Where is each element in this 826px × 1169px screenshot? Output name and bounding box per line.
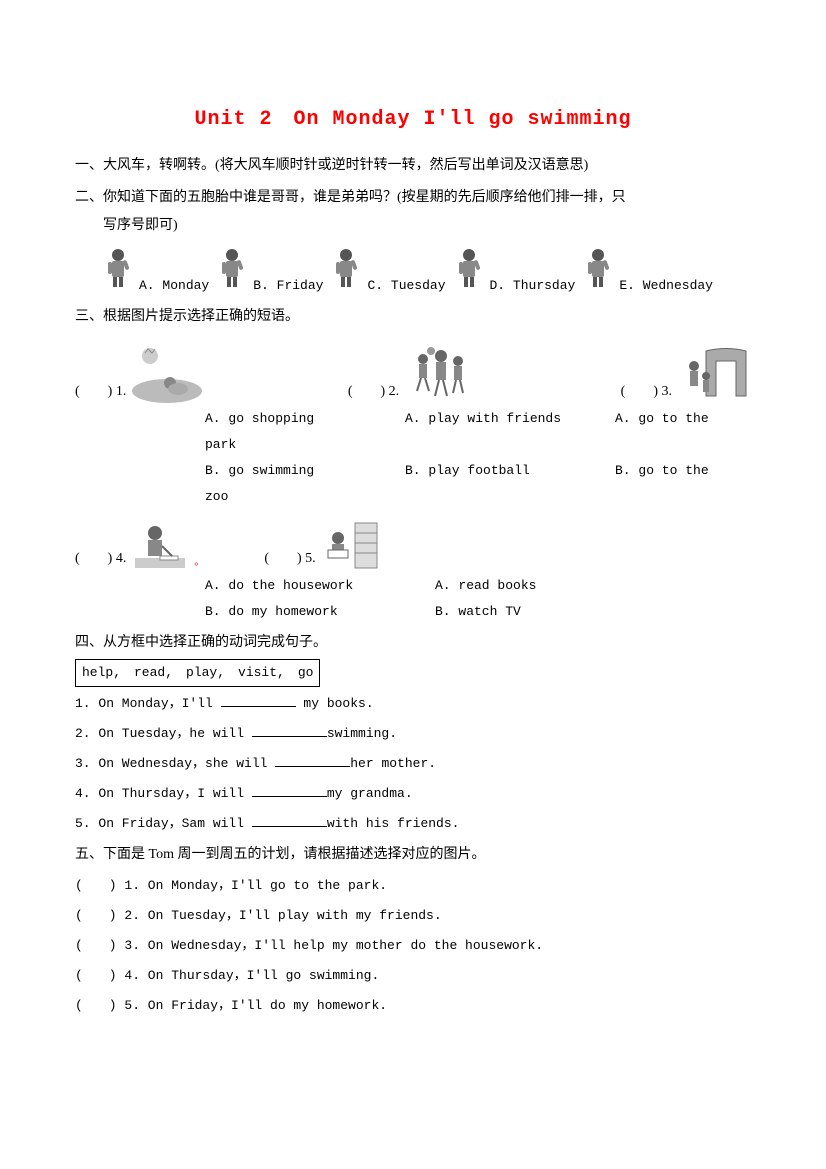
reading-icon: [320, 518, 380, 573]
section3-row2: ( ) 4. 。 ( ) 5.: [75, 518, 751, 573]
section3-row1: ( ) 1. ( ) 2.: [75, 341, 751, 406]
person-icon: [583, 246, 613, 299]
s4-line-4: 4. On Thursday，I will my grandma.: [75, 781, 751, 807]
section3-row2-opts-b: B. do my homework B. watch TV: [75, 599, 751, 625]
section4-wordbox: help, read, play, visit, go: [75, 659, 320, 687]
s4-line-5: 5. On Friday，Sam will with his friends.: [75, 811, 751, 837]
q3-opt-b: B. go to the: [615, 458, 709, 484]
homework-icon: [130, 518, 190, 573]
q4-opt-b: B. do my homework: [205, 599, 435, 625]
s5-line-5: ( ) 5. On Friday，I'll do my homework.: [75, 993, 751, 1019]
s5-line-3: ( ) 3. On Wednesday，I'll help my mother …: [75, 933, 751, 959]
person-icon: [217, 246, 247, 299]
q5-opt-b: B. watch TV: [435, 599, 521, 625]
section3-options-a: A. go shopping A. play with friends A. g…: [75, 406, 751, 432]
q3-num: ( ) 3.: [621, 378, 672, 406]
person-icon: [331, 246, 361, 299]
section1-heading: 一、大风车，转啊转。(将大风车顺时针或逆时针转一转，然后写出单词及汉语意思): [75, 152, 751, 180]
s5-line-2: ( ) 2. On Tuesday，I'll play with my frie…: [75, 903, 751, 929]
q-label-c: C. Tuesday: [367, 273, 445, 299]
q-label-e: E. Wednesday: [619, 273, 713, 299]
page-title: Unit 2 On Monday I'll go swimming: [75, 100, 751, 140]
s5-line-1: ( ) 1. On Monday，I'll go to the park.: [75, 873, 751, 899]
s4-line-2: 2. On Tuesday，he will swimming.: [75, 721, 751, 747]
zoo-icon: [676, 341, 751, 406]
section4-heading: 四、从方框中选择正确的动词完成句子。: [75, 629, 751, 657]
section2-heading: 二、你知道下面的五胞胎中谁是哥哥，谁是弟弟吗？(按星期的先后顺序给他们排一排，只: [75, 184, 751, 212]
swimming-icon: [130, 341, 205, 406]
red-marker: 。: [194, 553, 204, 573]
q4-num: ( ) 4.: [75, 545, 126, 573]
q3-opt-a-cont: park: [75, 432, 751, 458]
s5-line-4: ( ) 4. On Thursday，I'll go swimming.: [75, 963, 751, 989]
q2-opt-b: B. play football: [405, 458, 615, 484]
q1-num: ( ) 1.: [75, 378, 126, 406]
person-icon: [103, 246, 133, 299]
friends-icon: [403, 341, 478, 406]
section2-heading-cont: 写序号即可): [75, 212, 751, 240]
q5-opt-a: A. read books: [435, 573, 536, 599]
q3-opt-a: A. go to the: [615, 406, 709, 432]
section3-heading: 三、根据图片提示选择正确的短语。: [75, 303, 751, 331]
q1-opt-b: B. go swimming: [205, 458, 405, 484]
s4-line-3: 3. On Wednesday，she will her mother.: [75, 751, 751, 777]
person-icon: [454, 246, 484, 299]
q-label-a: A. Monday: [139, 273, 209, 299]
q4-opt-a: A. do the housework: [205, 573, 435, 599]
q3-opt-b-cont: zoo: [75, 484, 751, 510]
q-label-b: B. Friday: [253, 273, 323, 299]
q-label-d: D. Thursday: [490, 273, 576, 299]
section5-heading: 五、下面是 Tom 周一到周五的计划，请根据描述选择对应的图片。: [75, 841, 751, 869]
q1-opt-a: A. go shopping: [205, 406, 405, 432]
section3-options-b: B. go swimming B. play football B. go to…: [75, 458, 751, 484]
q2-opt-a: A. play with friends: [405, 406, 615, 432]
s4-line-1: 1. On Monday，I'll my books.: [75, 691, 751, 717]
quintuplets-row: A. Monday B. Friday C. Tuesday: [75, 246, 751, 299]
q5-num: ( ) 5.: [264, 545, 315, 573]
q2-num: ( ) 2.: [348, 378, 399, 406]
section3-row2-opts-a: A. do the housework A. read books: [75, 573, 751, 599]
